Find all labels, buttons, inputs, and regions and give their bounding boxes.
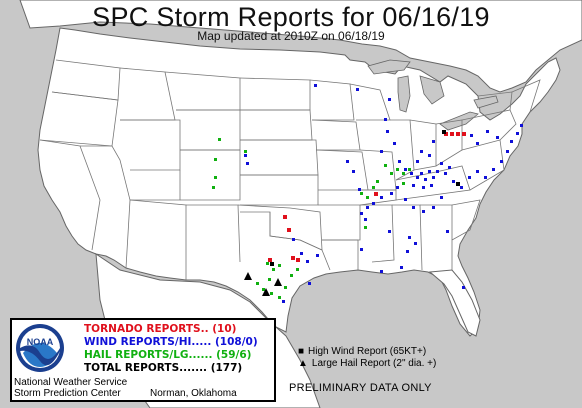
legend-box: NOAA TORNADO REPORTS.. (10) WIND REPORTS…	[10, 318, 276, 402]
large-hail-marker	[274, 278, 282, 286]
footer-place: Norman, Oklahoma	[150, 388, 237, 399]
key-large-hail-label: Large Hail Report (2" dia. +)	[311, 358, 437, 369]
tornado-marker	[287, 228, 291, 232]
tornado-marker	[450, 132, 454, 136]
florida	[428, 269, 481, 337]
tornado-marker	[268, 258, 272, 262]
triangle-icon: ▲	[298, 358, 308, 369]
lake-huron	[419, 75, 445, 105]
significant-markers	[244, 130, 460, 296]
footer-org2: Storm Prediction Center	[14, 388, 121, 399]
preliminary-notice: PRELIMINARY DATA ONLY	[289, 382, 432, 394]
noaa-logo-icon: NOAA	[16, 324, 64, 372]
tornado-marker	[283, 215, 287, 219]
tornado-marker	[296, 258, 300, 262]
high-wind-marker	[270, 262, 274, 266]
noaa-logo-text: NOAA	[27, 337, 54, 347]
legend-total: TOTAL REPORTS....... (177)	[84, 362, 243, 374]
large-hail-marker	[262, 288, 270, 296]
map-updated-subtitle: Map updated at 2010Z on 06/18/19	[197, 29, 385, 43]
tornado-marker	[374, 192, 378, 196]
page-title: SPC Storm Reports for 06/16/19	[92, 2, 490, 32]
canada-landmass	[19, 0, 582, 93]
square-icon: ■	[298, 346, 305, 357]
lake-superior	[367, 59, 411, 75]
key-high-wind-label: High Wind Report (65KT+)	[308, 346, 427, 357]
high-wind-marker	[456, 182, 460, 186]
key-large-hail: ▲ Large Hail Report (2" dia. +)	[298, 358, 436, 369]
key-high-wind: ■ High Wind Report (65KT+)	[298, 346, 426, 357]
tornado-marker	[462, 132, 466, 136]
tornado-marker	[291, 256, 295, 260]
hail-markers	[212, 138, 411, 299]
lake-ontario	[473, 95, 499, 109]
large-hail-marker	[244, 272, 252, 280]
legend-wind: WIND REPORTS/HI..... (108/0)	[84, 336, 258, 348]
legend-hail: HAIL REPORTS/LG...... (59/6)	[84, 349, 252, 361]
footer-org1: National Weather Service	[14, 377, 128, 388]
us-landmass	[37, 27, 561, 337]
tornado-marker	[456, 132, 460, 136]
state-boundaries	[39, 59, 541, 280]
wind-markers	[244, 84, 523, 303]
legend-tornado: TORNADO REPORTS.. (10)	[84, 323, 237, 335]
high-wind-marker	[442, 130, 446, 134]
lake-erie	[439, 111, 479, 131]
lake-michigan	[397, 75, 411, 113]
